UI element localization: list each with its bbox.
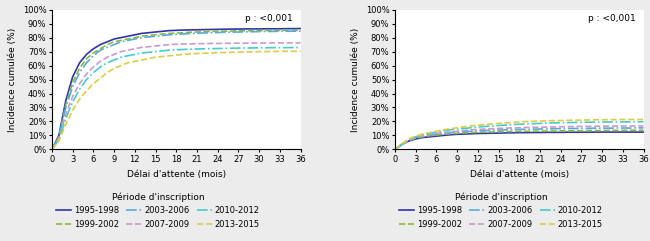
Y-axis label: Incidence cumulée (%): Incidence cumulée (%) bbox=[8, 27, 17, 132]
Y-axis label: Incidence cumulée (%): Incidence cumulée (%) bbox=[351, 27, 360, 132]
X-axis label: Délai d'attente (mois): Délai d'attente (mois) bbox=[470, 169, 569, 179]
X-axis label: Délai d'attente (mois): Délai d'attente (mois) bbox=[127, 169, 226, 179]
Legend: 1995-1998, 1999-2002, 2003-2006, 2007-2009, 2010-2012, 2013-2015: 1995-1998, 1999-2002, 2003-2006, 2007-20… bbox=[56, 193, 260, 228]
Text: p : <0,001: p : <0,001 bbox=[588, 14, 636, 23]
Text: p : <0,001: p : <0,001 bbox=[245, 14, 293, 23]
Legend: 1995-1998, 1999-2002, 2003-2006, 2007-2009, 2010-2012, 2013-2015: 1995-1998, 1999-2002, 2003-2006, 2007-20… bbox=[399, 193, 603, 228]
